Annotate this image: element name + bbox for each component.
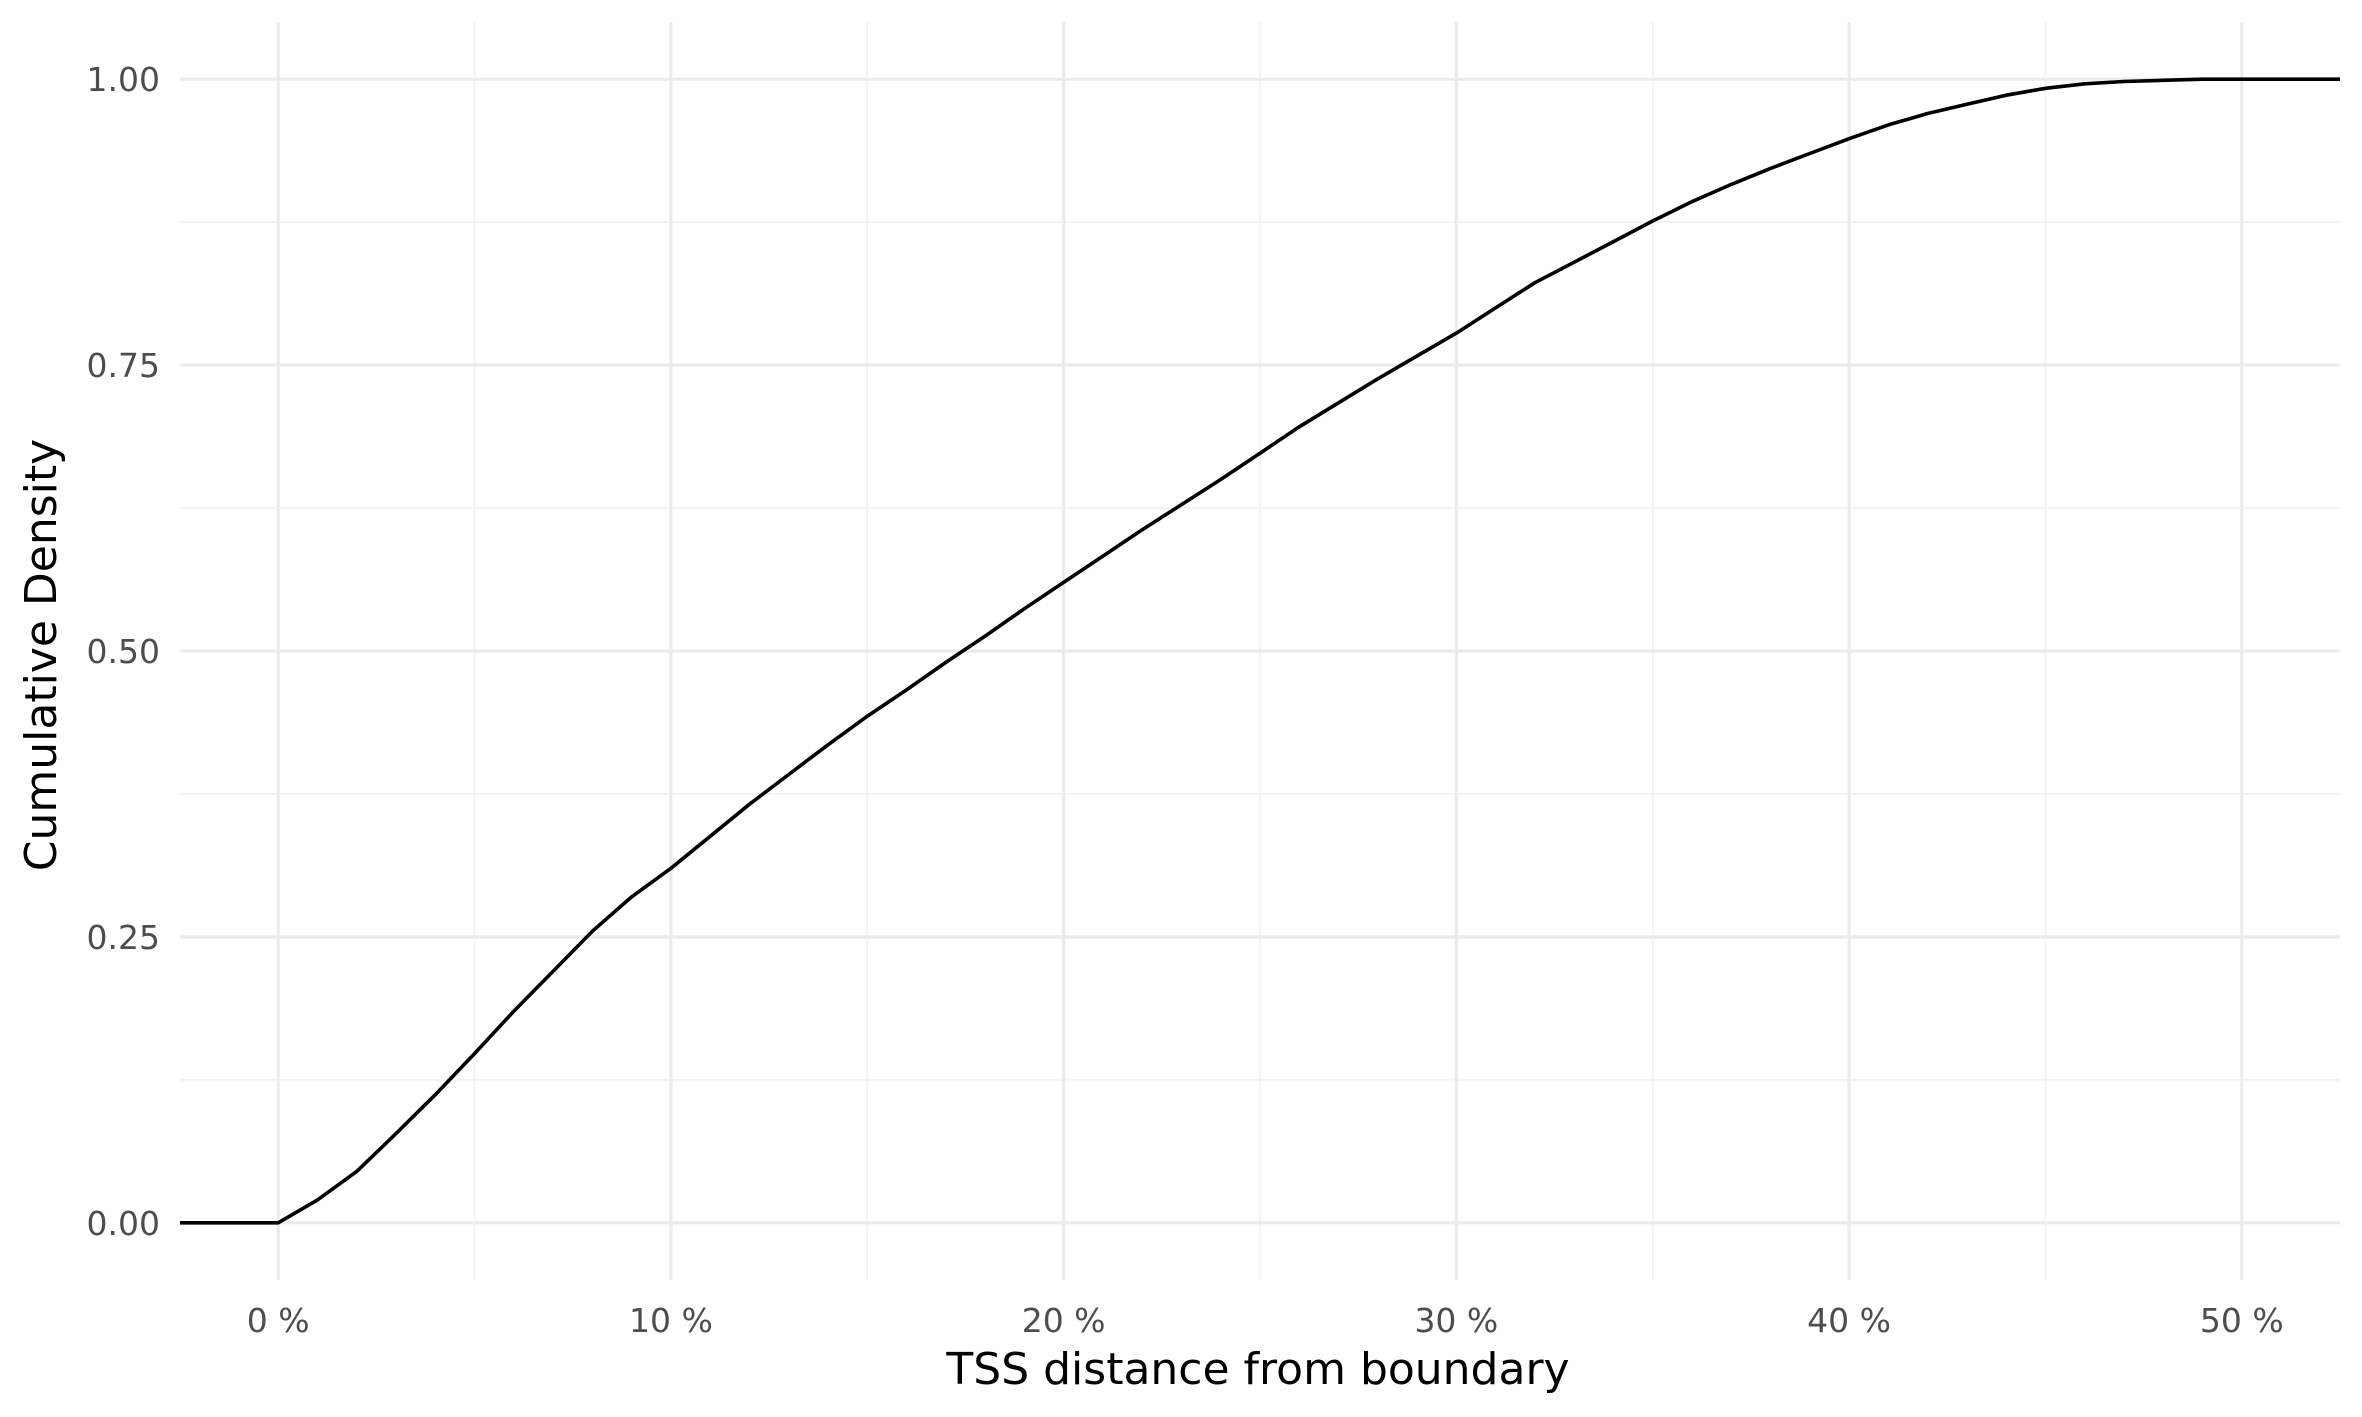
x-tick-label: 30 % (1414, 1301, 1498, 1340)
y-axis-title: Cumulative Density (16, 439, 67, 871)
x-tick-label: 50 % (2200, 1301, 2284, 1340)
y-tick-label: 0.00 (87, 1204, 160, 1243)
x-tick-labels: 0 % 10 % 20 % 30 % 40 % 50 % (247, 1301, 2284, 1340)
x-axis-title: TSS distance from boundary (945, 1344, 1569, 1395)
x-tick-label: 10 % (629, 1301, 713, 1340)
y-tick-label: 0.50 (87, 632, 160, 671)
x-tick-label: 20 % (1022, 1301, 1106, 1340)
y-tick-labels: 0.00 0.25 0.50 0.75 1.00 (87, 60, 160, 1243)
cdf-line (180, 77, 2340, 1225)
y-tick-label: 1.00 (87, 60, 160, 99)
x-tick-label: 40 % (1807, 1301, 1891, 1340)
y-tick-label: 0.25 (87, 918, 160, 957)
y-tick-label: 0.75 (87, 346, 160, 385)
x-tick-label: 0 % (247, 1301, 310, 1340)
major-grid (180, 22, 2340, 1280)
series-layer (180, 77, 2340, 1225)
